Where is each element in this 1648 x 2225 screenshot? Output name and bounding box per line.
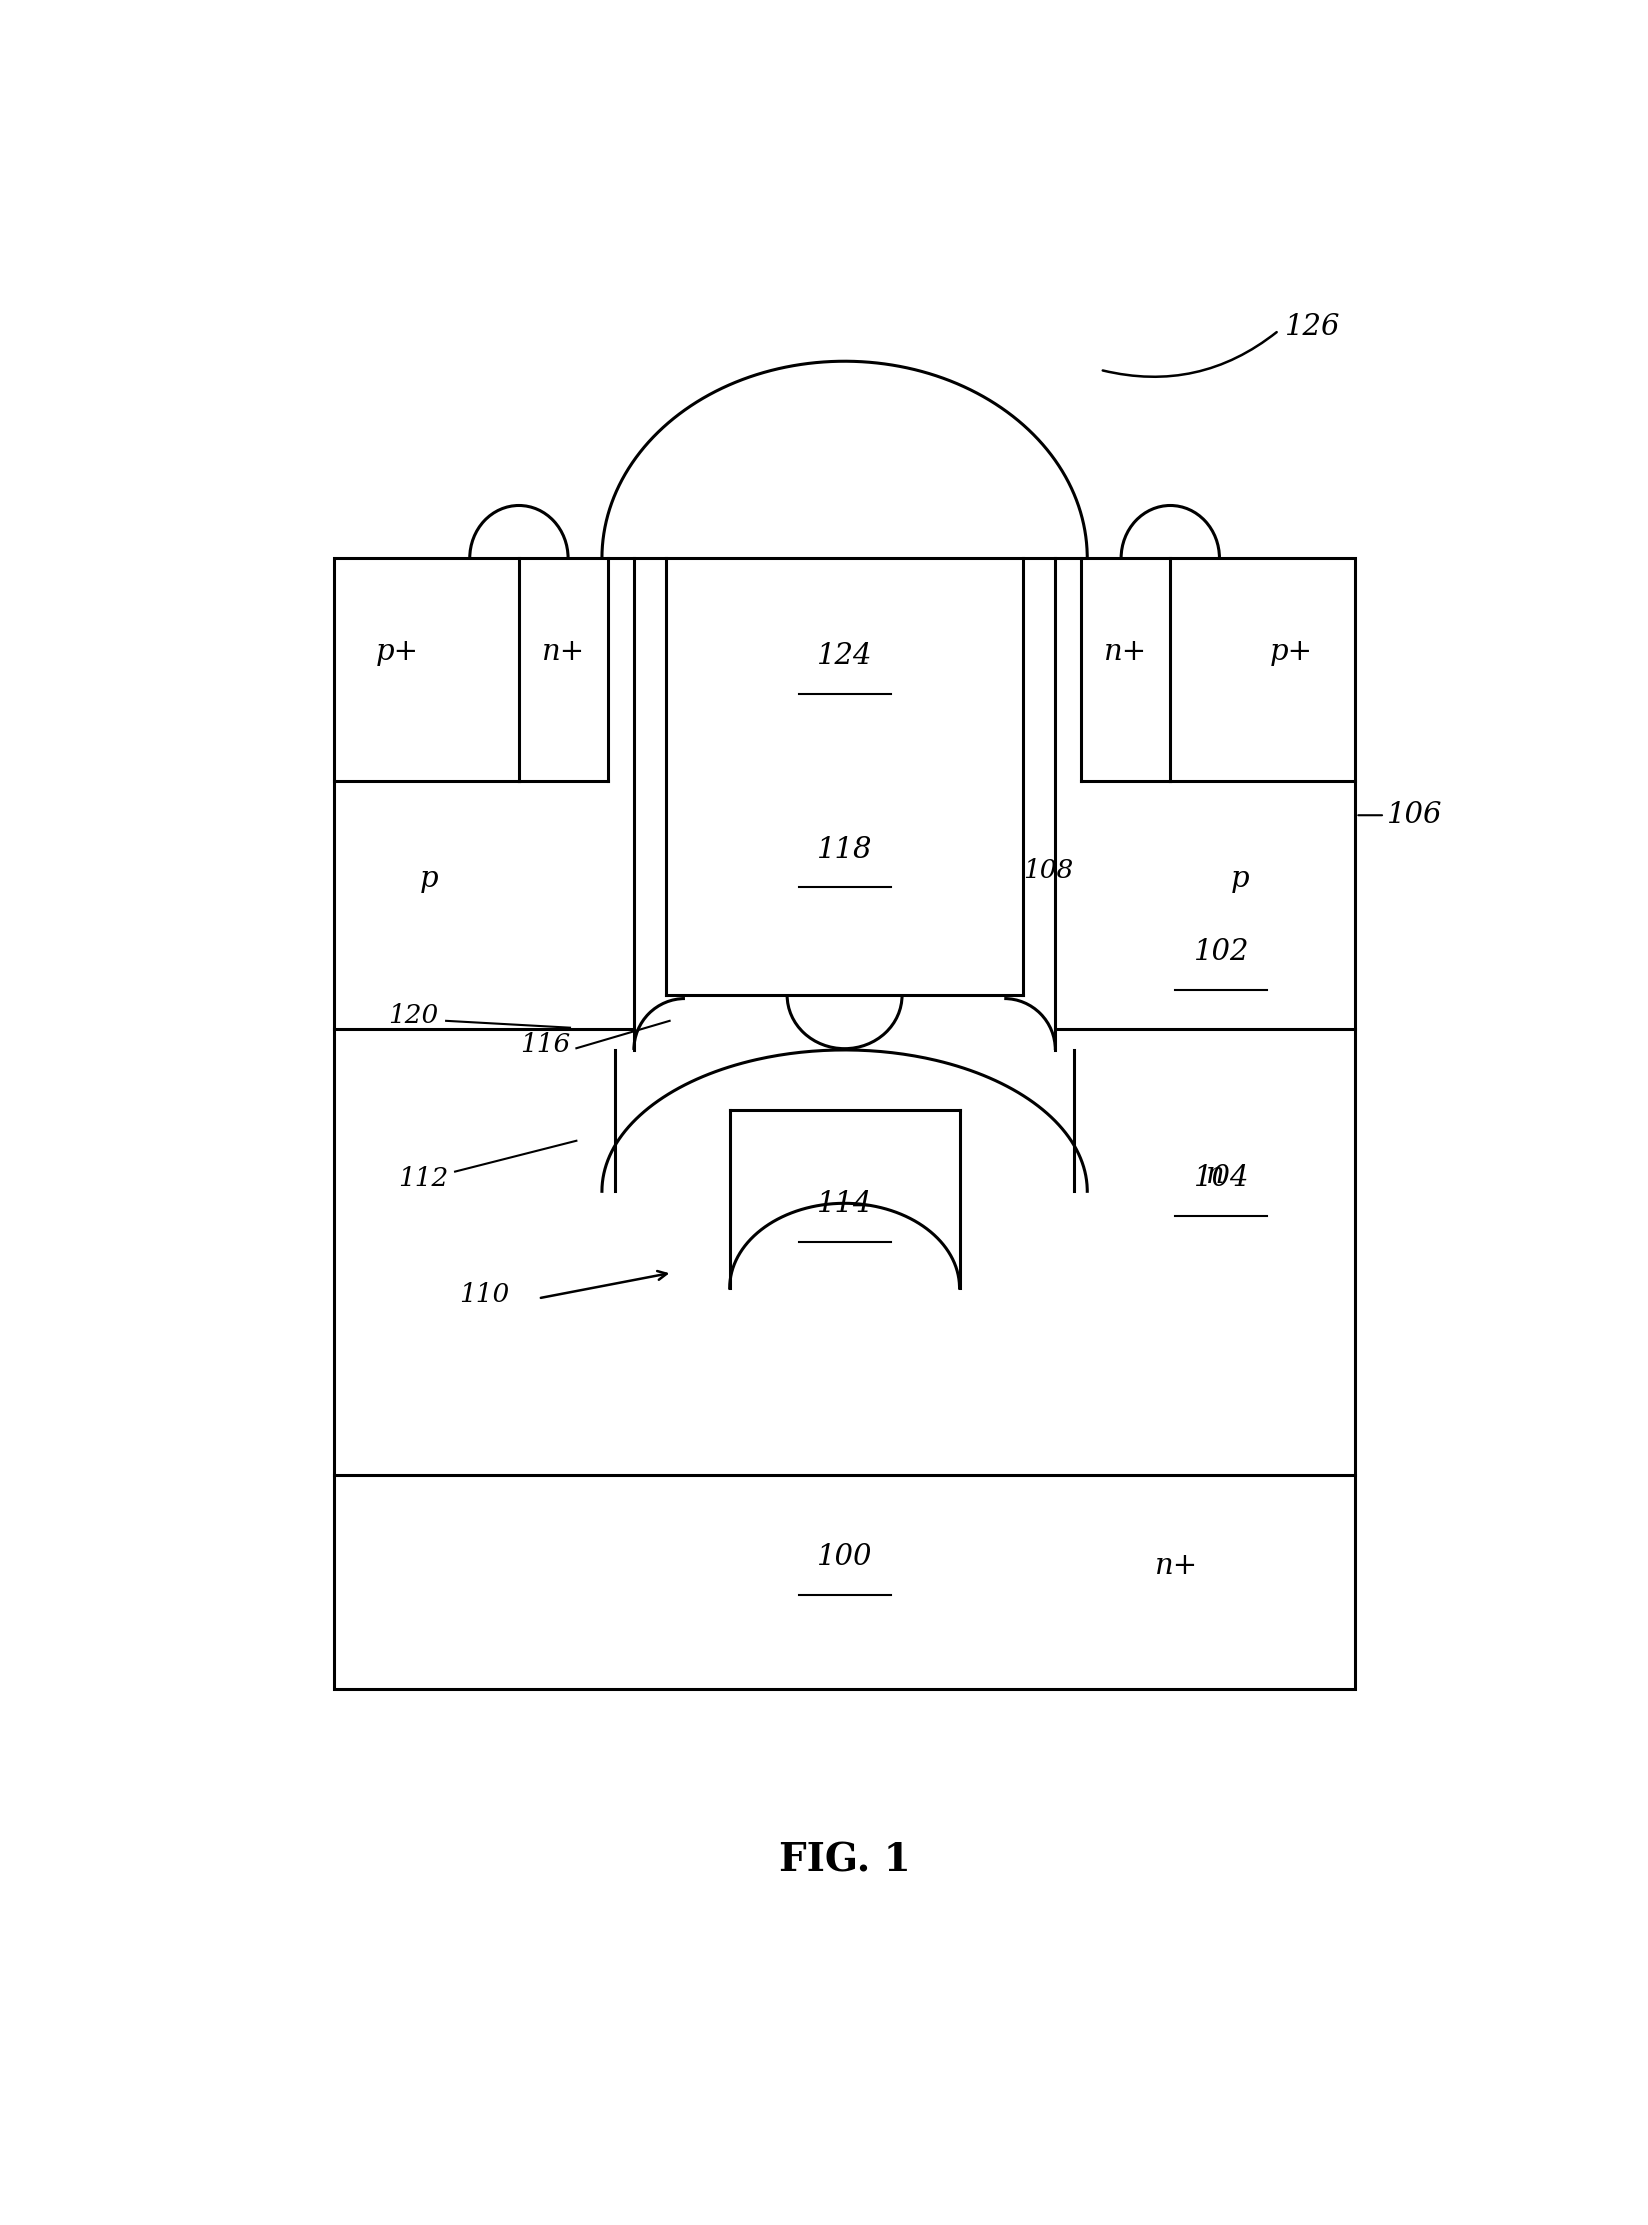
Text: p: p (420, 866, 438, 892)
Text: 118: 118 (817, 837, 872, 863)
Text: 104: 104 (1193, 1164, 1249, 1193)
Text: 110: 110 (460, 1282, 509, 1308)
Text: n: n (1206, 1161, 1224, 1188)
Text: 124: 124 (817, 641, 872, 670)
Text: n+: n+ (542, 639, 585, 668)
Text: 102: 102 (1193, 939, 1249, 966)
Text: n+: n+ (1104, 639, 1147, 668)
Text: n+: n+ (1155, 1551, 1198, 1580)
Text: 126: 126 (1285, 314, 1341, 340)
Text: 108: 108 (1023, 857, 1073, 883)
Text: p+: p+ (1271, 639, 1313, 668)
Text: 112: 112 (399, 1166, 448, 1190)
Text: FIG. 1: FIG. 1 (780, 1842, 910, 1880)
Text: 100: 100 (817, 1544, 872, 1571)
Text: 120: 120 (389, 1003, 438, 1028)
Text: p: p (1231, 866, 1249, 892)
Text: p+: p+ (376, 639, 419, 668)
Text: 106: 106 (1388, 801, 1444, 830)
Bar (333, 558, 1355, 1689)
Text: 116: 116 (519, 1032, 570, 1057)
Text: 114: 114 (817, 1190, 872, 1217)
